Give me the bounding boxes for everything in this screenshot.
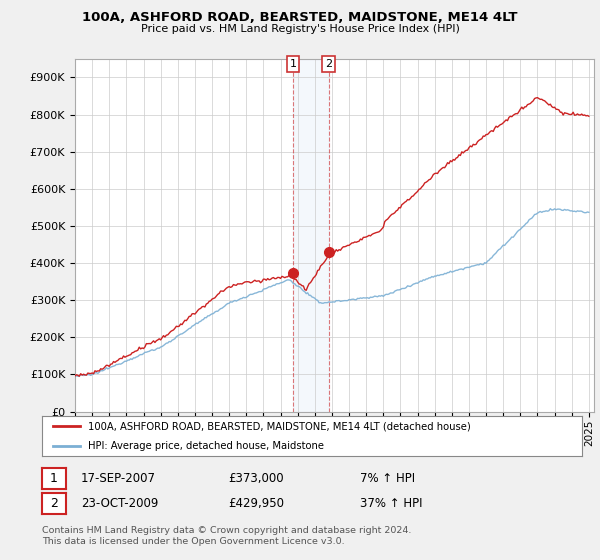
Text: HPI: Average price, detached house, Maidstone: HPI: Average price, detached house, Maid…: [88, 441, 324, 451]
Text: 1: 1: [50, 472, 58, 485]
Text: 37% ↑ HPI: 37% ↑ HPI: [360, 497, 422, 510]
Text: £429,950: £429,950: [228, 497, 284, 510]
Text: 100A, ASHFORD ROAD, BEARSTED, MAIDSTONE, ME14 4LT (detached house): 100A, ASHFORD ROAD, BEARSTED, MAIDSTONE,…: [88, 421, 470, 431]
Text: 23-OCT-2009: 23-OCT-2009: [81, 497, 158, 510]
Text: 7% ↑ HPI: 7% ↑ HPI: [360, 472, 415, 485]
Text: £373,000: £373,000: [228, 472, 284, 485]
Text: 1: 1: [289, 59, 296, 69]
Text: 100A, ASHFORD ROAD, BEARSTED, MAIDSTONE, ME14 4LT: 100A, ASHFORD ROAD, BEARSTED, MAIDSTONE,…: [82, 11, 518, 24]
Text: 2: 2: [50, 497, 58, 510]
Text: Contains HM Land Registry data © Crown copyright and database right 2024.
This d: Contains HM Land Registry data © Crown c…: [42, 526, 412, 546]
Bar: [293, 59, 329, 412]
Text: Price paid vs. HM Land Registry's House Price Index (HPI): Price paid vs. HM Land Registry's House …: [140, 24, 460, 34]
Text: 2: 2: [325, 59, 332, 69]
Text: 17-SEP-2007: 17-SEP-2007: [81, 472, 156, 485]
